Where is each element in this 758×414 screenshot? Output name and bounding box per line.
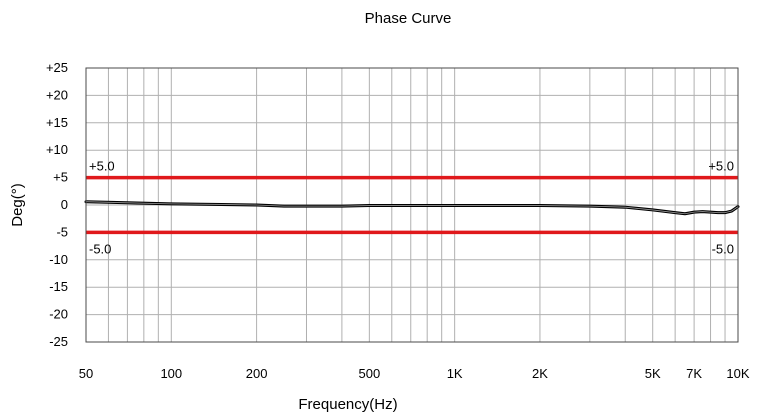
limit-lines: +5.0 +5.0 -5.0 -5.0: [86, 159, 738, 256]
x-tick-label: 5K: [645, 366, 661, 381]
y-tick-labels: +25 +20 +15 +10 +5 0 -5 -10 -15 -20 -25: [46, 60, 68, 349]
limit-label-right: +5.0: [708, 159, 734, 174]
y-tick-label: 0: [61, 197, 68, 212]
series-group: [84, 200, 740, 216]
phase-series-line: [84, 200, 740, 216]
y-tick-label: +20: [46, 87, 68, 102]
limit-label-left: +5.0: [89, 159, 115, 174]
plot-frame: [85, 67, 739, 343]
limit-label-left: -5.0: [89, 241, 111, 256]
x-tick-label: 10K: [726, 366, 749, 381]
x-tick-label: 1K: [447, 366, 463, 381]
y-tick-label: -5: [56, 224, 68, 239]
y-tick-label: -10: [49, 252, 68, 267]
y-tick-label: +10: [46, 142, 68, 157]
x-tick-label: 7K: [686, 366, 702, 381]
y-tick-label: -20: [49, 307, 68, 322]
x-axis-label: Frequency(Hz): [298, 396, 397, 413]
y-tick-label: +25: [46, 60, 68, 75]
phase-series-line-highlight: [85, 201, 739, 215]
x-tick-label: 500: [358, 366, 380, 381]
y-tick-label: -25: [49, 334, 68, 349]
chart-title: Phase Curve: [365, 10, 452, 27]
y-tick-label: -15: [49, 279, 68, 294]
y-tick-label: +15: [46, 115, 68, 130]
y-axis-label: Deg(°): [9, 183, 26, 227]
x-tick-label: 50: [79, 366, 93, 381]
x-tick-labels: 50 100 200 500 1K 2K 5K 7K 10K: [79, 366, 750, 381]
x-tick-label: 200: [246, 366, 268, 381]
x-tick-label: 2K: [532, 366, 548, 381]
x-tick-label: 100: [160, 366, 182, 381]
limit-label-right: -5.0: [712, 241, 734, 256]
y-tick-label: +5: [53, 170, 68, 185]
